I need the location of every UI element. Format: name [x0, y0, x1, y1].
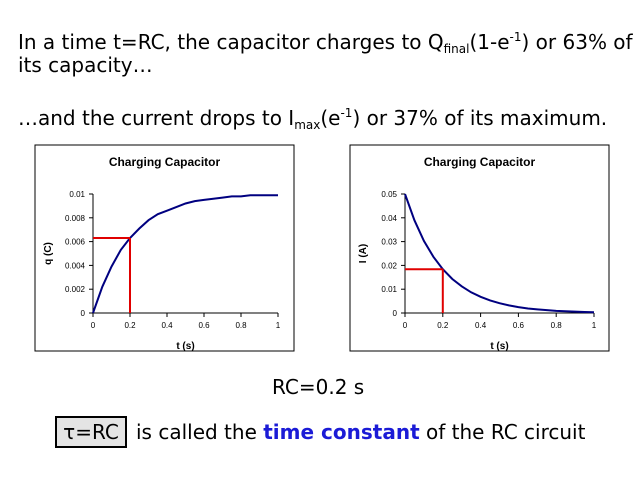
time-constant-term: time constant	[263, 420, 420, 444]
x-tick-label: 1	[276, 321, 281, 330]
x-tick-label: 0.6	[198, 321, 210, 330]
statement-line-3-part-c: ) or 37% of its maximum.	[352, 106, 608, 130]
chart-title: Charging Capacitor	[109, 155, 221, 169]
y-tick-label: 0.03	[381, 238, 397, 247]
y-tick-label: 0	[81, 309, 86, 318]
tau-equals-rc-box: τ=RC	[55, 416, 127, 448]
superscript-minus-one-2: -1	[340, 106, 353, 120]
x-tick-label: 0.2	[124, 321, 136, 330]
series-line	[404, 193, 595, 314]
chart-frame	[34, 144, 295, 352]
y-tick-label: 0.04	[381, 214, 397, 223]
time-constant-statement: is called the time constant of the RC ci…	[136, 420, 585, 444]
y-tick-label: 0.05	[381, 190, 397, 199]
y-tick-label: 0.01	[381, 285, 397, 294]
statement-line-1-part-a: In a time t=RC, the capacitor charges to…	[18, 30, 444, 54]
x-tick-label: 0	[403, 321, 408, 330]
superscript-minus-one: -1	[509, 30, 522, 44]
statement-line-3-part-b: (e	[320, 106, 341, 130]
chart-frame	[349, 144, 610, 352]
statement-line-1: In a time t=RC, the capacitor charges to…	[18, 24, 633, 62]
y-tick-label: 0.008	[65, 214, 86, 223]
y-tick-label: 0.01	[69, 190, 85, 199]
time-constant-statement-b: of the RC circuit	[419, 420, 586, 444]
y-tick-label: 0.004	[65, 261, 86, 270]
chart-title: Charging Capacitor	[424, 155, 536, 169]
x-tick-label: 0	[91, 321, 96, 330]
time-constant-statement-a: is called the	[136, 420, 264, 444]
x-tick-label: 0.4	[161, 321, 173, 330]
statement-line-1-part-c: ) or 63% of	[521, 30, 633, 54]
x-axis-label: t (s)	[490, 341, 508, 352]
statement-line-1-part-b: (1-e	[469, 30, 510, 54]
x-axis-label: t (s)	[176, 341, 194, 352]
x-tick-label: 0.6	[513, 321, 525, 330]
subscript-final: final	[443, 42, 470, 56]
x-tick-label: 0.4	[475, 321, 487, 330]
series-line	[92, 194, 278, 314]
statement-line-2: its capacity…	[18, 53, 153, 77]
y-tick-label: 0	[393, 309, 398, 318]
statement-line-3: …and the current drops to Imax(e-1) or 3…	[18, 100, 607, 138]
x-tick-label: 0.8	[235, 321, 247, 330]
y-axis-label: I (A)	[358, 244, 369, 263]
rc-value: RC=0.2 s	[272, 375, 365, 399]
subscript-max: max	[294, 118, 321, 132]
x-tick-label: 0.2	[437, 321, 449, 330]
x-tick-label: 1	[592, 321, 597, 330]
y-tick-label: 0.006	[65, 238, 86, 247]
y-tick-label: 0.002	[65, 285, 86, 294]
statement-line-3-part-a: …and the current drops to I	[18, 106, 295, 130]
y-axis-label: q (C)	[43, 242, 54, 265]
x-tick-label: 0.8	[551, 321, 563, 330]
y-tick-label: 0.02	[381, 261, 397, 270]
